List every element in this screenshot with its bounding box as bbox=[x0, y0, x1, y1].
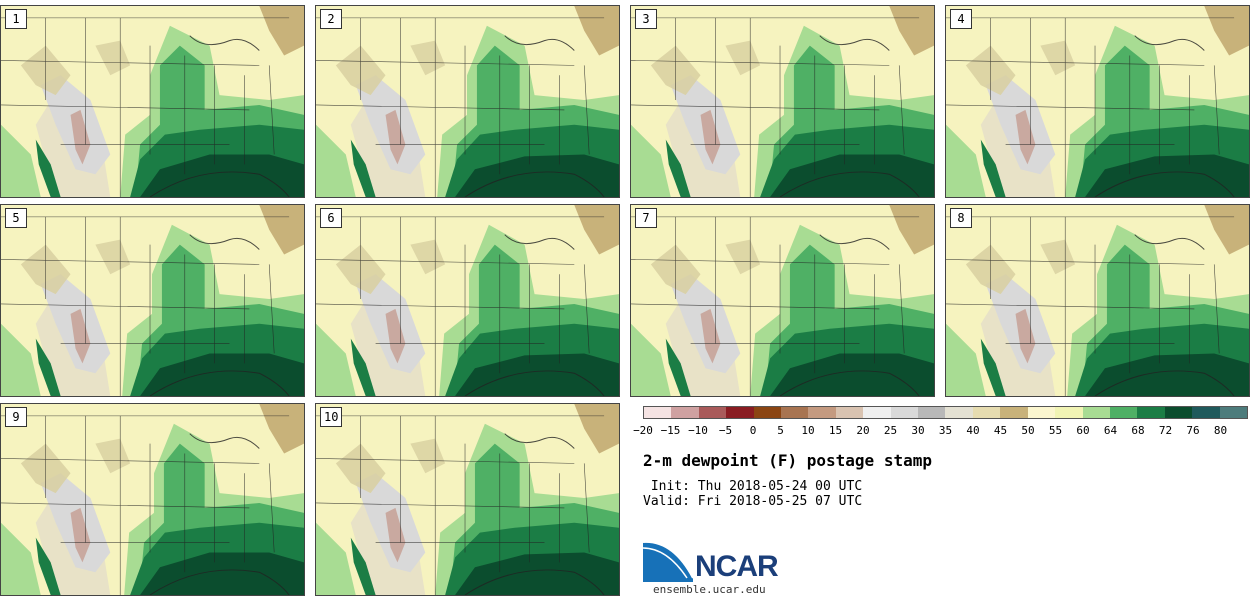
colorbar-swatch bbox=[671, 407, 699, 418]
colorbar-swatch bbox=[698, 407, 727, 418]
member-map-panel: 4 bbox=[945, 5, 1250, 198]
colorbar-swatch bbox=[644, 407, 672, 418]
colorbar-swatch bbox=[1082, 407, 1110, 418]
colorbar-swatch bbox=[918, 407, 946, 418]
member-map-panel: 1 bbox=[0, 5, 305, 198]
panel-number-label: 7 bbox=[635, 208, 657, 228]
member-map-panel: 5 bbox=[0, 204, 305, 397]
colorbar-ticks: −20 −15 −10 −5 0 5 10 15 20 25 30 35 40 45 50 55 60 64 68 7… bbox=[633, 424, 1248, 438]
colorbar-tick-label: 45 bbox=[993, 424, 1008, 437]
panel-number-label: 10 bbox=[320, 407, 343, 427]
colorbar-tick-label: 72 bbox=[1158, 424, 1173, 437]
panel-number-label: 4 bbox=[950, 9, 972, 29]
colorbar-tick-label: 40 bbox=[966, 424, 980, 437]
colorbar-swatch bbox=[753, 407, 782, 418]
ncar-logo-icon bbox=[643, 540, 694, 582]
colorbar-swatch bbox=[835, 407, 864, 418]
panel-number-label: 1 bbox=[5, 9, 27, 29]
colorbar-swatch bbox=[781, 407, 809, 418]
site-url[interactable]: ensemble.ucar.edu bbox=[653, 583, 766, 596]
ncar-logo-text: NCAR bbox=[695, 550, 779, 583]
colorbar-swatch bbox=[890, 407, 919, 418]
colorbar-swatch bbox=[1192, 407, 1220, 418]
colorbar-swatch bbox=[945, 407, 973, 418]
member-map-panel: 10 bbox=[315, 403, 620, 596]
colorbar-swatch bbox=[726, 407, 754, 418]
colorbar-tick-label: 5 bbox=[777, 424, 784, 437]
colorbar-tick-label: 35 bbox=[938, 424, 953, 437]
colorbar-tick-label: 64 bbox=[1103, 424, 1118, 437]
panel-number-label: 9 bbox=[5, 407, 27, 427]
panel-number-label: 8 bbox=[950, 208, 972, 228]
colorbar-swatch bbox=[1219, 407, 1247, 418]
member-map-panel: 3 bbox=[630, 5, 935, 198]
colorbar-tick-label: 68 bbox=[1131, 424, 1145, 437]
colorbar-swatch bbox=[1000, 407, 1028, 418]
colorbar-swatch bbox=[863, 407, 891, 418]
member-map-panel: 7 bbox=[630, 204, 935, 397]
plot-title: 2-m dewpoint (F) postage stamp bbox=[643, 451, 932, 470]
colorbar-tick-label: 76 bbox=[1186, 424, 1200, 437]
colorbar-swatch bbox=[972, 407, 1001, 418]
member-map-panel: 2 bbox=[315, 5, 620, 198]
colorbar-swatch bbox=[1164, 407, 1193, 418]
init-time: Init: Thu 2018-05-24 00 UTC bbox=[643, 479, 863, 494]
colorbar-tick-label: 55 bbox=[1048, 424, 1063, 437]
colorbar-tick-label: −5 bbox=[718, 424, 733, 437]
colorbar-tick-label: −20 bbox=[633, 424, 653, 437]
member-map-panel: 9 bbox=[0, 403, 305, 596]
colorbar-tick-label: 20 bbox=[856, 424, 870, 437]
member-map-panel: 8 bbox=[945, 204, 1250, 397]
colorbar-tick-label: 30 bbox=[911, 424, 925, 437]
colorbar-swatch bbox=[1109, 407, 1138, 418]
colorbar-tick-label: 60 bbox=[1076, 424, 1090, 437]
colorbar-tick-label: 80 bbox=[1213, 424, 1228, 437]
panel-number-label: 5 bbox=[5, 208, 27, 228]
colorbar-tick-label: 25 bbox=[883, 424, 898, 437]
colorbar-swatch bbox=[1027, 407, 1056, 418]
colorbar-tick-label: 50 bbox=[1021, 424, 1035, 437]
panel-number-label: 6 bbox=[320, 208, 342, 228]
colorbar-swatch bbox=[1137, 407, 1165, 418]
colorbar-swatch bbox=[808, 407, 836, 418]
colorbar-tick-label: −10 bbox=[688, 424, 708, 437]
colorbar-swatch bbox=[1055, 407, 1083, 418]
valid-time: Valid: Fri 2018-05-25 07 UTC bbox=[643, 494, 863, 509]
member-map-panel: 6 bbox=[315, 204, 620, 397]
colorbar-tick-label: 15 bbox=[828, 424, 843, 437]
panel-number-label: 3 bbox=[635, 9, 657, 29]
panel-number-label: 2 bbox=[320, 9, 342, 29]
colorbar-tick-label: −15 bbox=[660, 424, 681, 437]
colorbar-tick-label: 10 bbox=[801, 424, 815, 437]
colorbar bbox=[643, 406, 1248, 419]
colorbar-tick-label: 0 bbox=[749, 424, 757, 437]
